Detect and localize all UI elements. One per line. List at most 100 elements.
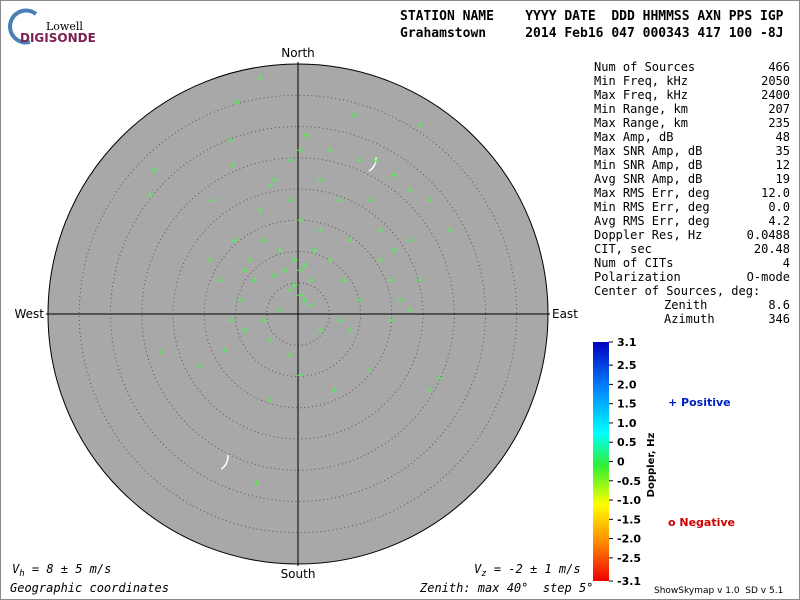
colorbar-tick-label: -0.5 [617,475,641,488]
stat-label: Max SNR Amp, dB [594,144,702,158]
colorbar [593,342,609,581]
source-point [311,247,318,254]
stat-value: 19 [776,172,790,186]
source-point [366,367,373,374]
coords: Geographic coordinates [10,581,169,595]
source-point [376,257,383,264]
logo-top: Lowell [46,20,83,33]
source-point [261,237,268,244]
source-point [426,197,433,204]
source-point [336,317,343,324]
source-point [256,207,263,214]
source-point [236,297,243,304]
source-point [241,327,248,334]
source-point [286,352,293,359]
zenith-note: Zenith: max 40° step 5° [419,581,593,595]
source-point [341,277,348,284]
source-point [146,192,153,199]
stat-label: Max Amp, dB [594,130,673,144]
source-point [416,277,423,284]
source-point [356,297,363,304]
colorbar-label: Doppler, Hz [646,433,657,498]
stat-label: Polarization [594,270,681,284]
colorbar-tick-label: -2.5 [617,552,641,565]
source-point [316,327,323,334]
source-point [391,247,398,254]
logo-swoosh [8,8,38,45]
stat-value: 2400 [761,88,790,102]
source-point [251,277,258,284]
source-point [286,287,293,294]
source-point [151,167,158,174]
stat-label: Zenith [664,298,707,312]
source-point [346,237,353,244]
vh: Vh = 8 ± 5 m/s [12,562,111,579]
stat-value: 12.0 [761,186,790,200]
stat-label: Min Freq, kHz [594,74,688,88]
decor [220,454,229,470]
stat-value: 4.2 [768,214,790,228]
source-point [291,257,298,264]
stat-label: Azimuth [664,312,715,326]
source-point [276,247,283,254]
stat-value: 235 [768,116,790,130]
colorbar-tick-label: -3.1 [617,575,641,588]
stat-label: Avg RMS Err, deg [594,214,710,228]
source-point [316,227,323,234]
colorbar-tick-label: 1.5 [617,398,637,411]
source-point [233,99,240,106]
source-point [221,347,228,354]
colorbar-tick-label: -2.0 [617,533,641,546]
source-point [426,387,433,394]
source-point [271,272,278,279]
source-point [266,182,273,189]
stat-value: 2050 [761,74,790,88]
source-point [386,317,393,324]
source-point [406,237,413,244]
legend-negative: o Negative [668,516,735,529]
source-point [351,112,358,119]
source-point [261,317,268,324]
source-point [266,337,273,344]
stat-value: 0.0 [768,200,790,214]
source-point [316,177,323,184]
direction-label: South [281,567,316,581]
source-point [296,292,303,299]
source-point [446,227,453,234]
logo-bottom: DIGISONDE [20,31,96,45]
stat-value: 20.48 [754,242,790,256]
stat-label: Max Range, km [594,116,688,130]
stat-value: 4 [783,256,790,270]
vz: Vz = -2 ± 1 m/s [474,562,581,579]
source-point [301,297,308,304]
stat-label: Min Range, km [594,102,688,116]
source-point [208,197,215,204]
stat-value: 0.0488 [747,228,790,242]
source-point [196,362,203,369]
source-point [256,74,263,81]
source-point [326,257,333,264]
source-point [306,302,313,309]
colorbar-tick-label: 2.5 [617,359,637,372]
source-point [286,197,293,204]
source-point [241,267,248,274]
source-point [303,132,310,139]
stat-label: Center of Sources, deg: [594,284,760,298]
source-point [226,317,233,324]
source-point [416,122,423,129]
colorbar-tick-label: 3.1 [617,336,637,349]
header-line: STATION NAME YYYY DATE DDD HHMMSS AXN PP… [400,9,784,24]
source-point [306,277,313,284]
stat-value: 48 [776,130,790,144]
colorbar-tick-label: 2.0 [617,378,637,391]
source-point [366,197,373,204]
source-point [406,187,413,194]
source-point [296,217,303,224]
stat-label: Min RMS Err, deg [594,200,710,214]
source-point [396,297,403,304]
colorbar-tick-label: -1.0 [617,494,641,507]
source-point [253,479,260,486]
source-point [231,237,238,244]
stat-label: Max Freq, kHz [594,88,688,102]
